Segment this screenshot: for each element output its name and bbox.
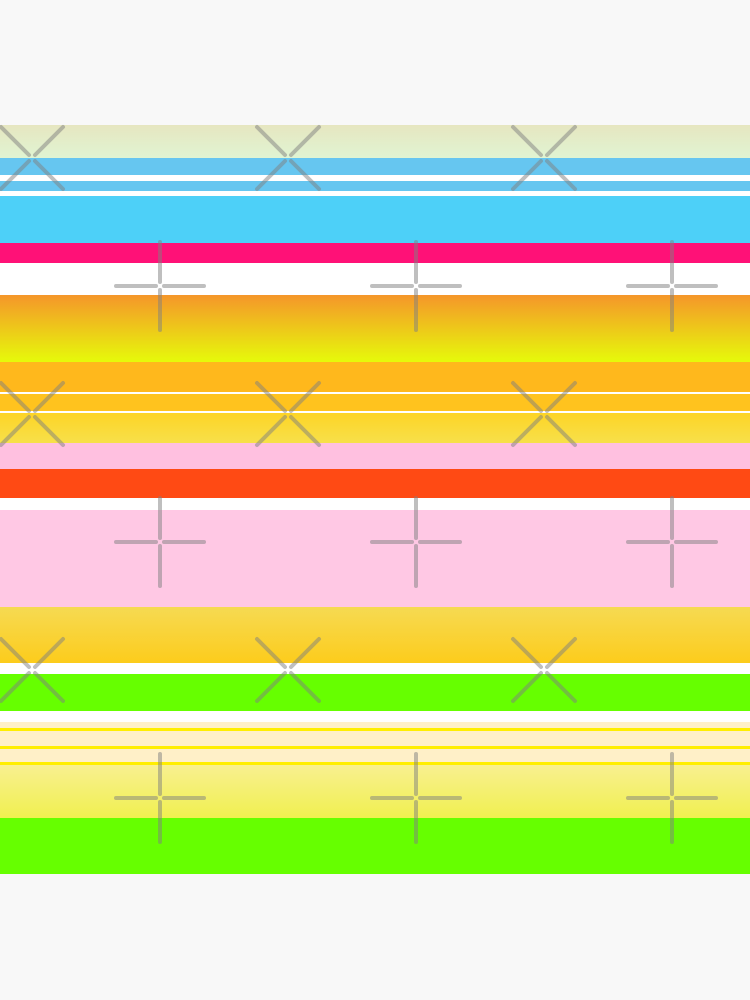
stripe bbox=[0, 392, 750, 394]
stripe bbox=[0, 762, 750, 765]
stripe bbox=[0, 125, 750, 158]
stripe bbox=[0, 510, 750, 607]
stripe bbox=[0, 413, 750, 443]
stripe bbox=[0, 181, 750, 191]
stripe bbox=[0, 411, 750, 413]
stripe bbox=[0, 722, 750, 728]
stripe bbox=[0, 818, 750, 874]
stripe bbox=[0, 711, 750, 722]
stripe bbox=[0, 243, 750, 263]
stripe bbox=[0, 263, 750, 295]
stripe bbox=[0, 362, 750, 392]
stripe bbox=[0, 746, 750, 749]
stripe bbox=[0, 728, 750, 731]
stripe bbox=[0, 196, 750, 243]
stripe bbox=[0, 674, 750, 711]
stripe bbox=[0, 158, 750, 175]
stripe bbox=[0, 607, 750, 663]
stripe bbox=[0, 295, 750, 362]
stripe bbox=[0, 175, 750, 181]
stripe bbox=[0, 469, 750, 498]
stripe bbox=[0, 765, 750, 818]
stripe bbox=[0, 498, 750, 510]
stripe bbox=[0, 443, 750, 469]
stripe bbox=[0, 191, 750, 196]
stripe bbox=[0, 731, 750, 746]
stripe bbox=[0, 749, 750, 762]
stripe bbox=[0, 394, 750, 411]
stripe bbox=[0, 663, 750, 674]
